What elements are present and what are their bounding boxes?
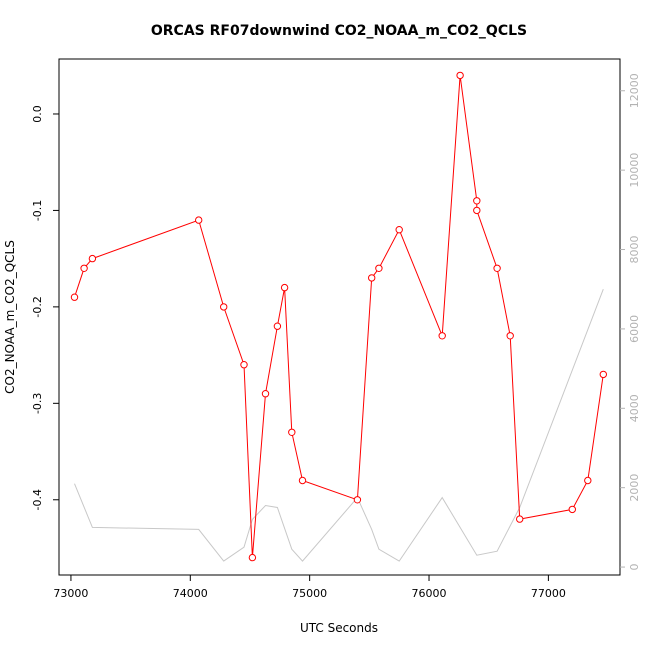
x-tick-label: 73000 [53, 587, 88, 600]
y-axis-label: CO2_NOAA_m_CO2_QCLS [3, 240, 17, 394]
data-point [568, 505, 576, 514]
x-tick-label: 75000 [292, 587, 327, 600]
data-point [493, 264, 501, 272]
data-point [248, 553, 257, 562]
y-tick-label: -0.3 [31, 393, 44, 414]
chart-title: ORCAS RF07downwind CO2_NOAA_m_CO2_QCLS [151, 23, 527, 39]
data-point [584, 476, 592, 485]
x-tick-label: 74000 [173, 587, 208, 600]
data-point [298, 476, 307, 485]
data-point [273, 322, 282, 330]
data-point [88, 254, 97, 263]
data-point [516, 515, 524, 523]
y-tick-label: -0.2 [31, 296, 44, 317]
x-tick-label: 77000 [531, 587, 566, 600]
x-axis-label: UTC Seconds [300, 621, 378, 635]
series-layer [70, 71, 607, 562]
data-point [220, 303, 228, 311]
axes: 73000 74000 75000 76000 77000 -0.4 -0.3 -0.2 -0.… [31, 73, 641, 600]
data-point [506, 332, 514, 340]
y2-tick-label: 2000 [628, 474, 641, 502]
y2-tick-label: 10000 [628, 153, 641, 188]
data-point [353, 496, 362, 504]
data-point [473, 206, 481, 215]
y-tick-label: -0.1 [31, 200, 44, 221]
data-point [288, 428, 296, 436]
x-tick-label: 76000 [412, 587, 447, 600]
data-point [195, 216, 203, 224]
data-point [375, 264, 383, 272]
y2-tick-label: 0 [628, 564, 641, 571]
y2-tick-label: 8000 [628, 236, 641, 264]
y2-tick-label: 4000 [628, 394, 641, 422]
primary-series-line [74, 75, 604, 558]
data-point [599, 370, 607, 379]
data-point [70, 293, 79, 301]
secondary-series-line [74, 289, 604, 562]
y2-tick-label: 6000 [628, 315, 641, 343]
data-point [438, 332, 446, 340]
data-point [368, 274, 376, 282]
y2-tick-label: 12000 [628, 73, 641, 108]
data-point [80, 264, 88, 272]
data-point [240, 361, 248, 369]
y-tick-label: 0.0 [31, 105, 44, 123]
data-point [473, 197, 481, 205]
plot-frame [58, 58, 621, 576]
data-point [456, 71, 464, 80]
data-point [280, 283, 289, 292]
data-point [395, 226, 403, 234]
data-point [261, 390, 270, 398]
y-tick-label: -0.4 [31, 489, 44, 510]
